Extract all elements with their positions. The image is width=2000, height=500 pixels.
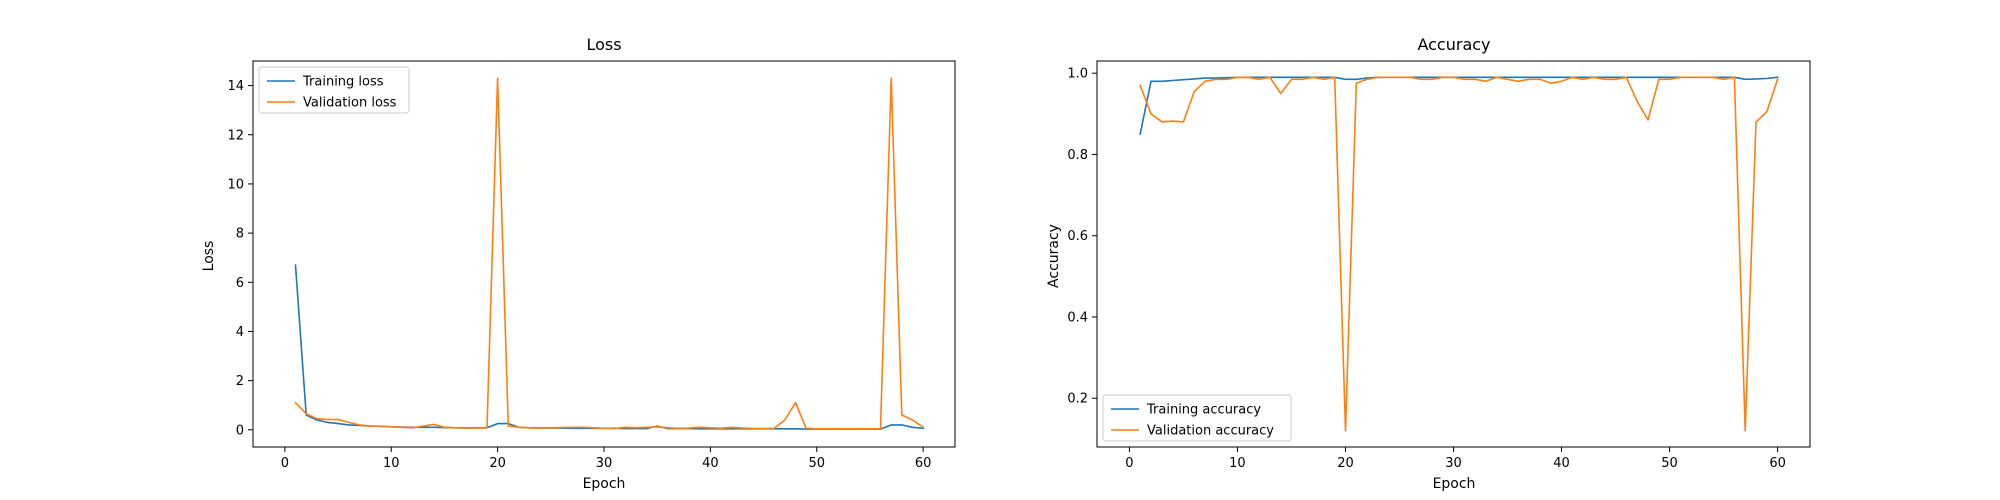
loss-y-tick-label: 10 <box>227 177 244 192</box>
loss-y-tick-label: 0 <box>236 423 244 438</box>
accuracy-x-tick-label: 60 <box>1769 456 1786 471</box>
accuracy-x-tick-label: 0 <box>1125 456 1133 471</box>
accuracy-chart-title: Accuracy <box>1417 35 1490 54</box>
loss-x-tick-label: 50 <box>808 456 825 471</box>
loss-chart: Loss Epoch Loss 0 10 20 30 40 50 60 0 2 4 6 8 10 12 14… <box>201 35 956 492</box>
loss-x-tick-label: 0 <box>281 456 289 471</box>
accuracy-series-line-validation <box>1139 76 1779 432</box>
accuracy-x-tick-label: 50 <box>1661 456 1678 471</box>
loss-x-tick-label: 30 <box>596 456 613 471</box>
accuracy-x-tick-label: 40 <box>1553 456 1570 471</box>
accuracy-x-tick-label: 30 <box>1445 456 1462 471</box>
accuracy-y-tick-label: 0.8 <box>1067 148 1088 163</box>
accuracy-plot-frame <box>1096 60 1811 448</box>
loss-x-tick-label: 60 <box>915 456 932 471</box>
accuracy-y-tick-label: 0.4 <box>1067 310 1088 325</box>
loss-x-tick-label: 10 <box>383 456 400 471</box>
loss-series-line-validation <box>294 77 925 430</box>
accuracy-y-tick-label: 1.0 <box>1067 67 1088 82</box>
loss-legend-label: Validation loss <box>303 96 397 111</box>
accuracy-legend <box>1102 394 1292 442</box>
loss-plot-frame <box>252 60 956 448</box>
accuracy-chart: Accuracy Epoch Accuracy 0 10 20 30 40 50 60 0.2… <box>1046 35 1811 492</box>
accuracy-y-axis-label: Accuracy <box>1046 224 1062 288</box>
loss-x-tick-label: 20 <box>489 456 506 471</box>
accuracy-legend-label: Validation accuracy <box>1147 424 1274 439</box>
loss-legend <box>258 66 410 114</box>
loss-y-tick-label: 12 <box>227 128 244 143</box>
accuracy-x-tick-label: 10 <box>1229 456 1246 471</box>
accuracy-x-tick-label: 20 <box>1337 456 1354 471</box>
accuracy-y-tick-label: 0.2 <box>1067 392 1088 407</box>
accuracy-legend-label: Training accuracy <box>1146 403 1261 418</box>
loss-y-axis-label: Loss <box>201 241 217 272</box>
loss-y-tick-label: 14 <box>227 79 244 94</box>
loss-y-tick-label: 6 <box>236 276 244 291</box>
loss-y-tick-label: 8 <box>236 227 244 242</box>
loss-x-axis-label: Epoch <box>583 476 626 492</box>
accuracy-x-axis-label: Epoch <box>1433 476 1476 492</box>
loss-x-tick-label: 40 <box>702 456 719 471</box>
loss-chart-title: Loss <box>586 35 621 54</box>
accuracy-y-tick-label: 0.6 <box>1067 229 1088 244</box>
loss-legend-label: Training loss <box>302 75 384 90</box>
loss-y-tick-label: 2 <box>236 374 244 389</box>
loss-y-tick-label: 4 <box>236 325 244 340</box>
